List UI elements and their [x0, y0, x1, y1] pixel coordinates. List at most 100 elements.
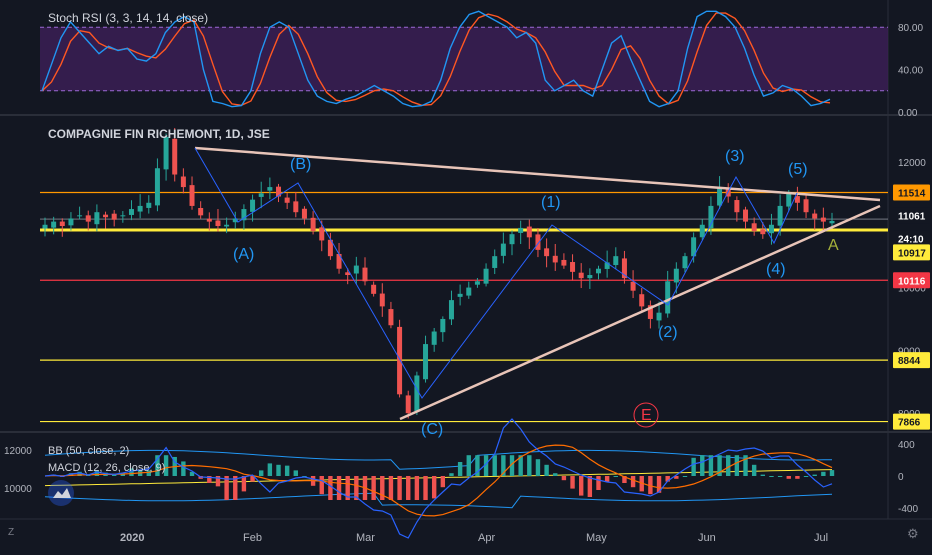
- candle-body: [552, 255, 558, 263]
- wave-label: E: [641, 407, 652, 424]
- timezone-button[interactable]: Z: [8, 527, 15, 538]
- time-tick-label: Feb: [243, 532, 262, 544]
- candle-body: [518, 227, 524, 233]
- candle-body: [94, 212, 100, 225]
- candle-body: [613, 256, 619, 266]
- settings-gear-icon[interactable]: ⚙: [907, 526, 919, 541]
- macd-histogram-bar: [570, 476, 575, 489]
- macd-histogram-bar: [267, 463, 273, 476]
- candle-body: [812, 213, 818, 219]
- macd-histogram-bar: [509, 455, 515, 476]
- macd-histogram-bar: [726, 455, 731, 476]
- macd-histogram-bar: [466, 455, 471, 476]
- macd-histogram-bar: [743, 455, 748, 476]
- wave-label: (4): [766, 261, 786, 278]
- macd-label: MACD (12, 26, close, 9): [48, 462, 166, 474]
- candle-body: [310, 217, 316, 232]
- candle-body: [665, 281, 671, 314]
- macd-histogram-bar: [146, 470, 151, 476]
- candle-body: [276, 186, 282, 197]
- price-tag: [893, 352, 930, 369]
- candle-body: [820, 217, 826, 222]
- candle-body: [414, 375, 420, 411]
- price-tag-label: 11061: [898, 211, 926, 222]
- macd-histogram-bar: [648, 476, 653, 495]
- candle-body: [431, 331, 437, 345]
- stoch-k-line: [41, 10, 831, 108]
- macd-tick-label: 400: [898, 440, 915, 451]
- stoch-band: [40, 27, 888, 91]
- stoch-d-line: [41, 12, 831, 107]
- candle-body: [691, 237, 697, 257]
- wave-label: (3): [725, 148, 745, 165]
- candle-body: [42, 224, 48, 229]
- macd-histogram-bar: [803, 476, 809, 477]
- candle-body: [111, 213, 117, 220]
- macd-histogram-bar: [535, 459, 541, 476]
- macd-histogram-bar: [233, 476, 238, 500]
- macd-histogram-bar: [622, 476, 627, 483]
- macd-histogram-bar: [414, 476, 420, 500]
- wave-label: (A): [233, 246, 254, 263]
- candle-body: [137, 205, 143, 212]
- macd-histogram-bar: [587, 476, 593, 497]
- time-tick-label: Jun: [698, 532, 716, 544]
- candle-body: [267, 187, 273, 191]
- candle-body: [215, 220, 221, 227]
- candle-body: [241, 209, 247, 221]
- candle-body: [163, 136, 169, 170]
- macd-histogram-bar: [795, 476, 800, 479]
- candle-body: [682, 256, 688, 269]
- wave-zigzag: [194, 147, 798, 399]
- candle-body: [172, 138, 178, 175]
- time-tick-label: Jul: [814, 532, 828, 544]
- candle-body: [77, 215, 83, 217]
- candle-body: [578, 272, 584, 279]
- macd-histogram-bar: [492, 455, 497, 476]
- macd-histogram-bar: [224, 476, 229, 500]
- candle-body: [103, 214, 109, 218]
- macd-histogram-bar: [155, 455, 160, 476]
- stoch-rsi-label: Stoch RSI (3, 3, 14, 14, close): [48, 11, 209, 25]
- macd-histogram-bar: [431, 476, 437, 499]
- macd-histogram-bar: [604, 476, 610, 482]
- candle-body: [794, 196, 800, 203]
- candle-body: [699, 224, 705, 238]
- candle-body: [544, 248, 550, 257]
- candle-body: [379, 293, 385, 307]
- macd-histogram-bar: [336, 476, 342, 500]
- macd-histogram-bar: [561, 476, 567, 481]
- macd-histogram-bar: [674, 476, 679, 479]
- macd-histogram-bar: [769, 476, 774, 477]
- candle-body: [293, 201, 299, 213]
- macd-histogram-bar: [457, 462, 463, 476]
- macd-histogram-bar: [440, 476, 446, 488]
- candle-body: [500, 243, 506, 256]
- macd-histogram-bar: [691, 457, 696, 476]
- candle-body: [760, 229, 766, 235]
- candle-body: [466, 287, 472, 296]
- candle-body: [777, 205, 783, 226]
- candle-body: [535, 234, 541, 250]
- macd-line: [44, 418, 833, 539]
- macd-histogram-bar: [354, 476, 359, 500]
- candle-body: [284, 197, 290, 203]
- macd-histogram-bar: [77, 471, 82, 476]
- tradingview-logo-icon: [48, 480, 74, 506]
- bb-tick-label: 10000: [4, 484, 32, 495]
- candle-body: [786, 193, 792, 207]
- macd-histogram-bar: [207, 476, 212, 483]
- candle-body: [68, 218, 74, 226]
- candle-body: [656, 312, 662, 321]
- price-tick-label: 10000: [898, 284, 926, 295]
- candle-body: [561, 259, 567, 266]
- candle-body: [630, 281, 636, 291]
- time-tick-label: 2020: [120, 532, 144, 544]
- macd-histogram-bar: [475, 455, 480, 476]
- candle-body: [362, 267, 368, 282]
- macd-histogram-bar: [241, 476, 247, 492]
- candle-body: [717, 187, 723, 206]
- wave-label: (B): [290, 156, 311, 173]
- macd-histogram-bar: [553, 473, 558, 476]
- candle-body: [85, 215, 91, 222]
